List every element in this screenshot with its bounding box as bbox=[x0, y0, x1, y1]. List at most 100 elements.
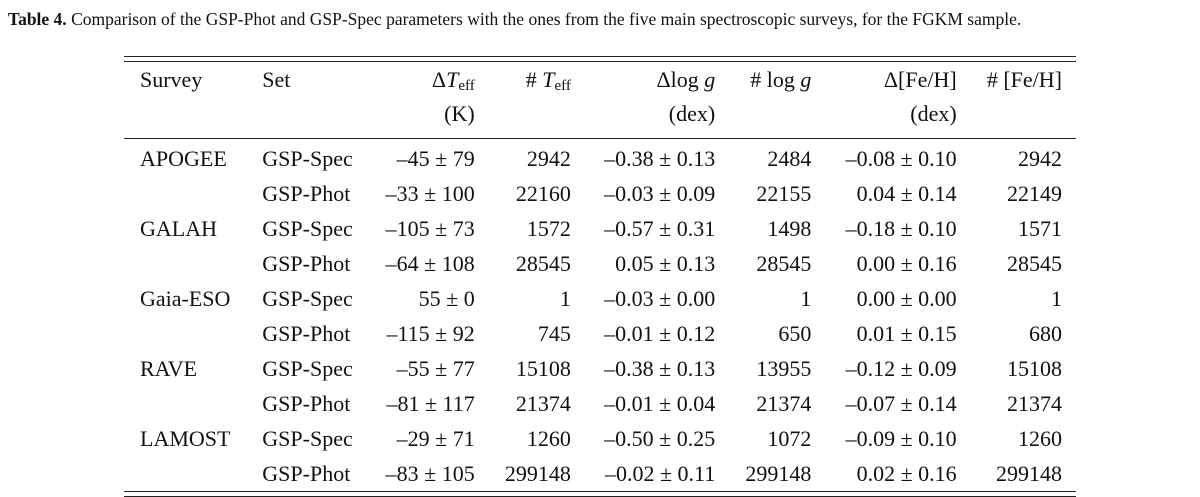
cell-count-teff: 2942 bbox=[526, 146, 571, 171]
count-log-prefix: # log bbox=[750, 67, 801, 92]
cell-delta-feh: –0.09 ± 0.10 bbox=[845, 426, 957, 451]
cell-count-teff: 1572 bbox=[526, 216, 571, 241]
header-survey: Survey bbox=[140, 67, 203, 92]
cell-count-teff: 1 bbox=[559, 286, 571, 311]
unit-empty bbox=[957, 97, 1076, 130]
cell-count-feh: 15108 bbox=[1007, 356, 1062, 381]
cell-set: GSP-Phot bbox=[262, 321, 351, 346]
teff-subscript: eff bbox=[554, 78, 571, 94]
data-table-body: APOGEE GSP-Spec –45 ± 79 2942 –0.38 ± 0.13 24… bbox=[124, 141, 1076, 491]
cell-delta-feh: 0.04 ± 0.14 bbox=[856, 181, 957, 206]
cell-delta-teff: –29 ± 71 bbox=[396, 426, 475, 451]
table-row: APOGEE GSP-Spec –45 ± 79 2942 –0.38 ± 0.13 24… bbox=[124, 141, 1076, 176]
header-count-feh: # [Fe/H] bbox=[986, 67, 1062, 92]
cell-survey bbox=[124, 176, 260, 211]
table-row: GSP-Phot –64 ± 108 28545 0.05 ± 0.13 28545 0.… bbox=[124, 246, 1076, 281]
g-symbol: g bbox=[800, 67, 812, 92]
cell-delta-teff: –55 ± 77 bbox=[396, 356, 475, 381]
table-row: GSP-Phot –33 ± 100 22160 –0.03 ± 0.09 22155 0… bbox=[124, 176, 1076, 211]
table-body: APOGEE GSP-Spec –45 ± 79 2942 –0.38 ± 0.13 24… bbox=[124, 141, 1076, 491]
caption-text: Comparison of the GSP-Phot and GSP-Spec … bbox=[66, 9, 1022, 29]
unit-empty bbox=[715, 97, 811, 130]
cell-survey: LAMOST bbox=[140, 426, 231, 451]
g-symbol: g bbox=[704, 67, 716, 92]
cell-delta-teff: 55 ± 0 bbox=[418, 286, 475, 311]
cell-survey bbox=[124, 386, 260, 421]
cell-set: GSP-Spec bbox=[262, 426, 353, 451]
bottom-double-rule bbox=[124, 491, 1076, 497]
cell-delta-teff: –64 ± 108 bbox=[385, 251, 475, 276]
cell-delta-feh: 0.00 ± 0.00 bbox=[856, 286, 957, 311]
unit-empty bbox=[475, 97, 571, 130]
cell-survey bbox=[124, 246, 260, 281]
cell-count-feh: 21374 bbox=[1007, 391, 1062, 416]
cell-delta-feh: 0.00 ± 0.16 bbox=[856, 251, 957, 276]
cell-delta-teff: –81 ± 117 bbox=[386, 391, 475, 416]
header-count-teff: # Teff bbox=[475, 62, 571, 97]
cell-delta-logg: –0.57 ± 0.31 bbox=[604, 216, 716, 241]
header-set: Set bbox=[262, 67, 291, 92]
cell-count-logg: 21374 bbox=[756, 391, 812, 416]
unit-feh: (dex) bbox=[910, 101, 957, 126]
cell-count-logg: 1072 bbox=[767, 426, 812, 451]
caption-label: Table 4. bbox=[8, 9, 67, 29]
header-delta-teff: ΔTeff bbox=[383, 62, 475, 97]
top-double-rule bbox=[124, 56, 1076, 62]
cell-delta-logg: 0.05 ± 0.13 bbox=[615, 251, 716, 276]
cell-count-feh: 299148 bbox=[996, 461, 1062, 486]
cell-delta-logg: –0.03 ± 0.09 bbox=[604, 181, 716, 206]
cell-delta-logg: –0.38 ± 0.13 bbox=[604, 146, 716, 171]
table-row: RAVE GSP-Spec –55 ± 77 15108 –0.38 ± 0.13 139… bbox=[124, 351, 1076, 386]
table-caption: Table 4. Comparison of the GSP-Phot and … bbox=[8, 8, 1194, 30]
cell-count-logg: 650 bbox=[778, 321, 812, 346]
cell-set: GSP-Spec bbox=[262, 286, 353, 311]
cell-survey: GALAH bbox=[140, 216, 217, 241]
cell-count-feh: 22149 bbox=[1007, 181, 1062, 206]
cell-survey: APOGEE bbox=[140, 146, 227, 171]
hash-symbol: # bbox=[525, 67, 543, 92]
cell-delta-logg: –0.01 ± 0.12 bbox=[604, 321, 716, 346]
cell-set: GSP-Phot bbox=[262, 391, 351, 416]
cell-delta-logg: –0.01 ± 0.04 bbox=[604, 391, 716, 416]
cell-set: GSP-Spec bbox=[262, 356, 353, 381]
table-row: GALAH GSP-Spec –105 ± 73 1572 –0.57 ± 0.31 14… bbox=[124, 211, 1076, 246]
cell-delta-feh: –0.07 ± 0.14 bbox=[845, 391, 957, 416]
cell-set: GSP-Spec bbox=[262, 146, 353, 171]
cell-count-feh: 680 bbox=[1029, 321, 1062, 346]
header-rule bbox=[124, 138, 1076, 139]
comparison-table: Survey Set ΔTeff # Teff Δlog g # log g Δ… bbox=[124, 56, 1076, 497]
cell-delta-teff: –45 ± 79 bbox=[396, 146, 475, 171]
cell-survey bbox=[124, 456, 260, 491]
cell-delta-teff: –83 ± 105 bbox=[385, 461, 475, 486]
teff-symbol: T bbox=[542, 67, 555, 92]
cell-count-teff: 1260 bbox=[526, 426, 571, 451]
table-row: GSP-Phot –115 ± 92 745 –0.01 ± 0.12 650 0.01 … bbox=[124, 316, 1076, 351]
cell-count-teff: 15108 bbox=[515, 356, 571, 381]
cell-delta-logg: –0.02 ± 0.11 bbox=[604, 461, 716, 486]
cell-set: GSP-Phot bbox=[262, 461, 351, 486]
unit-empty bbox=[260, 97, 382, 130]
table-header: Survey Set ΔTeff # Teff Δlog g # log g Δ… bbox=[124, 62, 1076, 130]
cell-set: GSP-Spec bbox=[262, 216, 353, 241]
cell-delta-teff: –115 ± 92 bbox=[386, 321, 475, 346]
cell-set: GSP-Phot bbox=[262, 181, 351, 206]
cell-delta-logg: –0.03 ± 0.00 bbox=[604, 286, 716, 311]
table-row: GSP-Phot –81 ± 117 21374 –0.01 ± 0.04 21374 –… bbox=[124, 386, 1076, 421]
cell-count-teff: 22160 bbox=[515, 181, 571, 206]
cell-count-logg: 1 bbox=[800, 286, 812, 311]
table-row: LAMOST GSP-Spec –29 ± 71 1260 –0.50 ± 0.25 10… bbox=[124, 421, 1076, 456]
cell-delta-feh: –0.08 ± 0.10 bbox=[845, 146, 957, 171]
cell-count-teff: 745 bbox=[537, 321, 571, 346]
cell-count-logg: 299148 bbox=[745, 461, 812, 486]
cell-count-feh: 28545 bbox=[1007, 251, 1062, 276]
cell-count-feh: 1571 bbox=[1018, 216, 1062, 241]
delta-symbol: Δ bbox=[431, 67, 447, 92]
cell-delta-teff: –105 ± 73 bbox=[385, 216, 475, 241]
cell-delta-feh: –0.18 ± 0.10 bbox=[845, 216, 957, 241]
teff-symbol: T bbox=[446, 67, 459, 92]
header-row: Survey Set ΔTeff # Teff Δlog g # log g Δ… bbox=[124, 62, 1076, 97]
cell-set: GSP-Phot bbox=[262, 251, 351, 276]
cell-delta-logg: –0.38 ± 0.13 bbox=[604, 356, 716, 381]
table-row: GSP-Phot –83 ± 105 299148 –0.02 ± 0.11 29914… bbox=[124, 456, 1076, 491]
units-row: (K) (dex) (dex) bbox=[124, 97, 1076, 130]
